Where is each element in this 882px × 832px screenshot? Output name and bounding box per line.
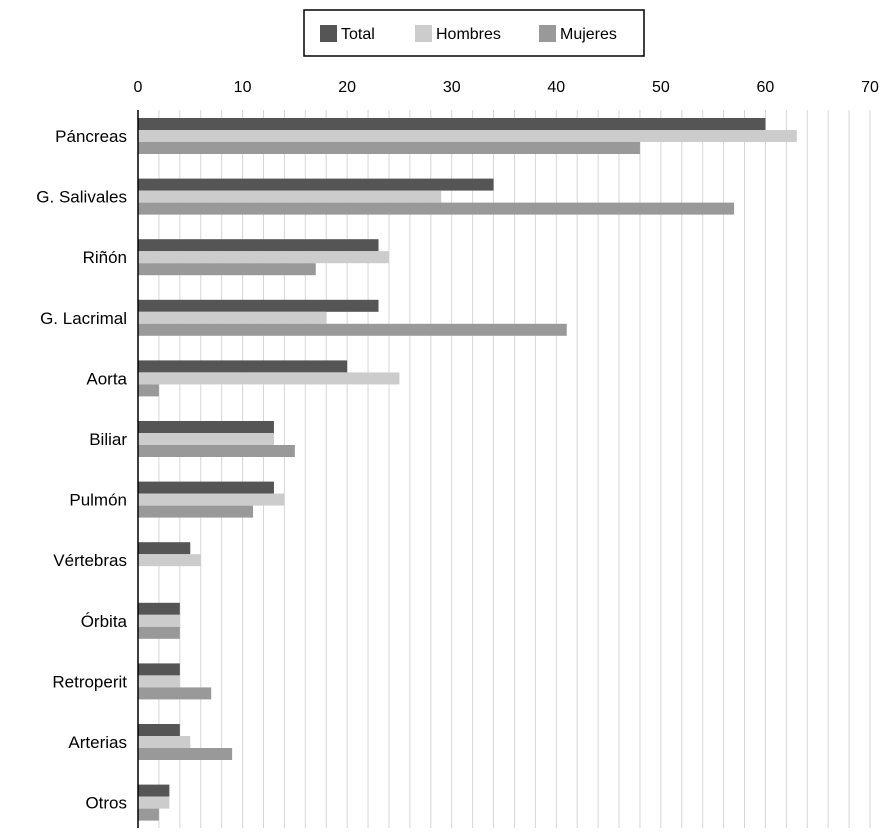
category-label: Arterias [68, 733, 127, 752]
category-label: Riñón [83, 248, 127, 267]
legend: Total Hombres Mujeres [303, 9, 645, 57]
bar-mujeres [138, 505, 254, 518]
legend-label-mujeres: Mujeres [560, 26, 617, 43]
bar-mujeres [138, 202, 735, 215]
bar-mujeres [138, 626, 180, 639]
bar-total [138, 542, 191, 555]
bar-hombres [138, 614, 180, 627]
x-tick-label: 70 [861, 79, 879, 96]
legend-box [303, 9, 645, 57]
bar-hombres [138, 372, 400, 385]
category-label: Páncreas [55, 127, 127, 146]
bar-hombres [138, 251, 389, 264]
legend-label-hombres: Hombres [436, 26, 501, 43]
bar-total [138, 602, 180, 615]
bar-total [138, 421, 274, 433]
bar-hombres [138, 433, 274, 445]
category-label: Vértebras [53, 551, 127, 570]
bar-hombres [138, 130, 797, 142]
bar-total [138, 118, 766, 130]
bar-mujeres [138, 323, 567, 336]
bar-hombres [138, 311, 327, 324]
x-tick-label: 40 [547, 79, 565, 96]
bar-mujeres [138, 142, 640, 154]
legend-swatch-hombres [415, 25, 432, 42]
bar-mujeres [138, 384, 159, 397]
category-label: Aorta [86, 369, 127, 388]
category-label: Pulmón [69, 491, 127, 510]
bars [138, 118, 797, 821]
legend-swatch-mujeres [539, 25, 556, 42]
bar-hombres [138, 554, 201, 567]
legend-label-total: Total [341, 26, 375, 43]
gridlines [158, 110, 871, 828]
bar-total [138, 178, 494, 191]
bar-mujeres [138, 445, 295, 457]
category-label: Órbita [81, 612, 128, 631]
category-label: Retroperit [52, 672, 127, 691]
bar-mujeres [138, 263, 316, 276]
bar-hombres [138, 675, 180, 688]
legend-swatch-total [320, 25, 337, 42]
bar-total [138, 663, 180, 676]
category-label: G. Lacrimal [40, 309, 127, 328]
bar-total [138, 724, 180, 736]
bar-hombres [138, 736, 191, 748]
bar-total [138, 239, 379, 252]
category-label: Biliar [89, 430, 127, 449]
x-tick-label: 30 [443, 79, 461, 96]
x-tick-label: 50 [652, 79, 670, 96]
bar-total [138, 360, 348, 373]
category-label: G. Salivales [36, 188, 127, 207]
x-tick-label: 10 [234, 79, 252, 96]
category-labels: Páncreas G. Salivales Riñón G. Lacrimal Aort… [36, 127, 127, 813]
bar-mujeres [138, 748, 233, 760]
bar-hombres [138, 493, 285, 506]
bar-total [138, 784, 170, 797]
x-axis-tick-labels: 0 10 20 30 40 50 60 70 [134, 79, 879, 96]
x-tick-label: 60 [757, 79, 775, 96]
bar-hombres [138, 190, 442, 203]
category-label: Otros [85, 794, 127, 813]
bar-total [138, 481, 274, 494]
x-tick-label: 20 [338, 79, 356, 96]
bar-mujeres [138, 808, 159, 821]
bar-hombres [138, 796, 170, 809]
bar-total [138, 299, 379, 312]
x-tick-label: 0 [134, 79, 143, 96]
bar-mujeres [138, 687, 212, 700]
